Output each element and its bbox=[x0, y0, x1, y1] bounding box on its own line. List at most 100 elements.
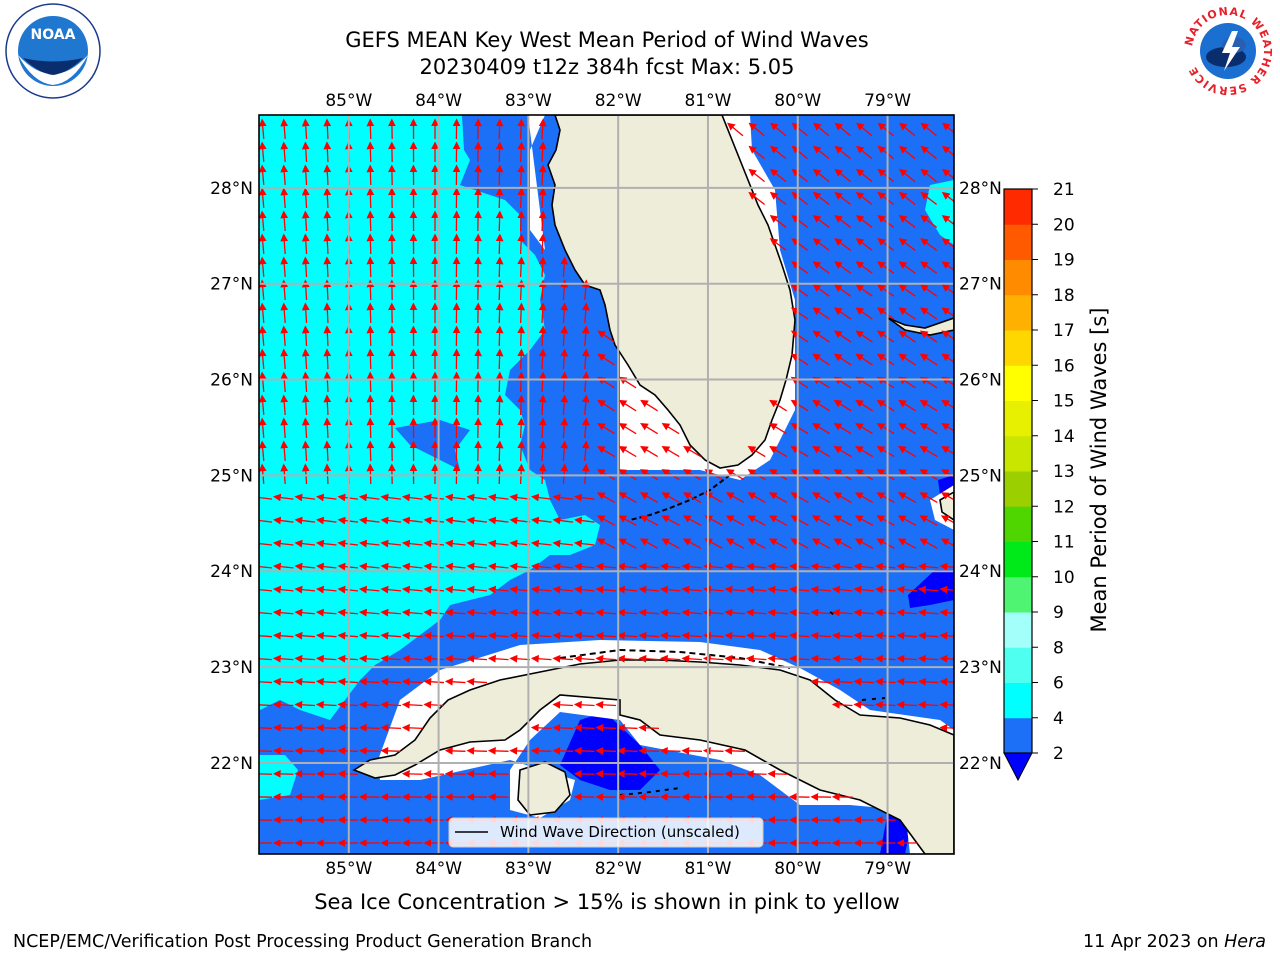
direction-arrow bbox=[897, 492, 917, 504]
direction-arrow bbox=[831, 585, 853, 594]
direction-arrow bbox=[259, 585, 273, 594]
direction-arrow bbox=[877, 261, 895, 274]
direction-arrow bbox=[301, 417, 310, 439]
direction-arrow bbox=[770, 122, 787, 137]
direction-arrow bbox=[323, 141, 332, 163]
direction-arrow bbox=[401, 493, 423, 502]
direction-arrow bbox=[517, 302, 526, 324]
direction-arrow bbox=[315, 700, 337, 709]
direction-arrow bbox=[517, 440, 526, 462]
direction-arrow bbox=[834, 284, 852, 297]
direction-arrow bbox=[517, 118, 526, 140]
direction-arrow bbox=[748, 122, 765, 137]
direction-arrow bbox=[831, 677, 853, 686]
direction-arrow bbox=[272, 585, 294, 594]
direction-arrow bbox=[259, 654, 273, 663]
direction-arrow bbox=[272, 608, 294, 617]
direction-arrow bbox=[280, 256, 289, 278]
direction-arrow bbox=[681, 654, 703, 663]
direction-arrow bbox=[877, 215, 895, 228]
lon-label-top: 80°W bbox=[774, 91, 821, 111]
direction-arrow bbox=[661, 515, 680, 526]
direction-arrow bbox=[358, 608, 380, 617]
direction-arrow bbox=[423, 585, 445, 594]
direction-arrow bbox=[366, 164, 375, 186]
direction-arrow bbox=[917, 608, 939, 617]
colorbar-segment bbox=[1004, 506, 1032, 542]
direction-arrow bbox=[280, 210, 289, 232]
direction-arrow bbox=[876, 422, 895, 435]
direction-arrow bbox=[517, 279, 526, 301]
direction-arrow bbox=[941, 353, 954, 363]
colorbar-tick-label: 11 bbox=[1053, 533, 1075, 553]
direction-arrow bbox=[294, 677, 316, 686]
direction-arrow bbox=[259, 233, 267, 255]
direction-arrow bbox=[811, 538, 831, 549]
direction-arrow bbox=[517, 233, 526, 255]
direction-arrow bbox=[259, 256, 267, 278]
direction-arrow bbox=[767, 654, 789, 663]
direction-arrow bbox=[259, 164, 267, 186]
direction-arrow bbox=[301, 210, 310, 232]
direction-arrow bbox=[876, 538, 895, 549]
colorbar-tick-label: 20 bbox=[1053, 215, 1075, 235]
direction-arrow bbox=[259, 279, 267, 301]
direction-arrow bbox=[618, 538, 637, 549]
direction-arrow bbox=[638, 608, 660, 617]
direction-arrow bbox=[581, 325, 590, 347]
direction-arrow bbox=[259, 371, 267, 393]
direction-arrow bbox=[833, 446, 852, 458]
direction-arrow bbox=[855, 145, 873, 160]
direction-arrow bbox=[831, 654, 853, 663]
direction-arrow bbox=[618, 399, 637, 412]
direction-arrow bbox=[581, 440, 590, 462]
direction-arrow bbox=[941, 215, 954, 226]
direction-arrow bbox=[259, 562, 273, 571]
lat-label-left: 23°N bbox=[210, 658, 253, 678]
direction-arrow bbox=[358, 746, 380, 755]
direction-arrow bbox=[919, 515, 938, 526]
direction-arrow bbox=[573, 562, 595, 571]
direction-arrow bbox=[854, 492, 874, 504]
direction-arrow bbox=[896, 677, 918, 686]
direction-arrow bbox=[898, 422, 917, 435]
direction-arrow bbox=[681, 769, 703, 778]
direction-arrow bbox=[573, 608, 595, 617]
colorbar-tick-label: 15 bbox=[1053, 392, 1075, 412]
direction-arrow bbox=[538, 417, 547, 439]
direction-arrow bbox=[855, 422, 874, 435]
direction-arrow bbox=[920, 284, 938, 297]
direction-arrow bbox=[495, 187, 504, 209]
direction-arrow bbox=[942, 122, 954, 134]
credit-host: Hera bbox=[1224, 932, 1266, 952]
direction-arrow bbox=[323, 233, 332, 255]
direction-arrow bbox=[366, 325, 375, 347]
direction-arrow bbox=[280, 325, 289, 347]
direction-arrow bbox=[366, 348, 375, 370]
direction-arrow bbox=[323, 210, 332, 232]
direction-arrow bbox=[530, 493, 552, 502]
lat-label-right: 25°N bbox=[959, 466, 1002, 486]
direction-arrow bbox=[638, 585, 660, 594]
direction-arrow bbox=[834, 122, 851, 137]
direction-arrow bbox=[315, 769, 337, 778]
colorbar-segment bbox=[1004, 717, 1032, 754]
direction-arrow bbox=[941, 399, 954, 409]
direction-arrow bbox=[725, 492, 745, 504]
direction-arrow bbox=[681, 585, 703, 594]
direction-arrow bbox=[560, 417, 569, 439]
direction-arrow bbox=[509, 746, 531, 755]
direction-arrow bbox=[724, 769, 746, 778]
direction-arrow bbox=[272, 769, 294, 778]
direction-arrow bbox=[618, 515, 637, 526]
direction-arrow bbox=[681, 608, 703, 617]
direction-arrow bbox=[682, 538, 702, 549]
direction-arrow bbox=[854, 515, 874, 526]
direction-arrow bbox=[919, 399, 938, 412]
direction-arrow bbox=[769, 168, 787, 183]
direction-arrow bbox=[595, 654, 617, 663]
direction-arrow bbox=[791, 261, 809, 274]
colorbar-tick-label: 21 bbox=[1053, 180, 1075, 200]
direction-arrow bbox=[272, 631, 294, 640]
direction-arrow bbox=[616, 562, 638, 571]
